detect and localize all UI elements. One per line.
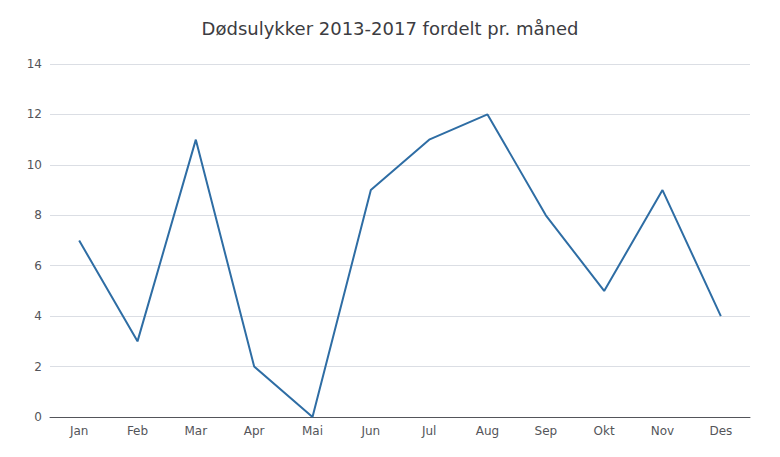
- svg-text:Mar: Mar: [185, 424, 208, 438]
- svg-text:6: 6: [34, 259, 42, 273]
- svg-text:14: 14: [27, 57, 42, 71]
- svg-text:12: 12: [27, 107, 42, 121]
- svg-text:Des: Des: [709, 424, 732, 438]
- svg-text:Dødsulykker 2013-2017 fordelt: Dødsulykker 2013-2017 fordelt pr. måned: [202, 18, 579, 39]
- svg-text:Aug: Aug: [476, 424, 499, 438]
- svg-text:Sep: Sep: [535, 424, 558, 438]
- svg-text:Feb: Feb: [127, 424, 148, 438]
- svg-text:Mai: Mai: [302, 424, 323, 438]
- svg-text:4: 4: [34, 309, 42, 323]
- svg-text:0: 0: [34, 410, 42, 424]
- svg-text:Nov: Nov: [651, 424, 674, 438]
- svg-text:Okt: Okt: [594, 424, 615, 438]
- svg-text:Apr: Apr: [244, 424, 265, 438]
- svg-text:Jun: Jun: [360, 424, 380, 438]
- svg-text:2: 2: [34, 360, 42, 374]
- svg-text:Jul: Jul: [421, 424, 436, 438]
- svg-text:Jan: Jan: [69, 424, 89, 438]
- svg-text:10: 10: [27, 158, 42, 172]
- svg-text:8: 8: [34, 208, 42, 222]
